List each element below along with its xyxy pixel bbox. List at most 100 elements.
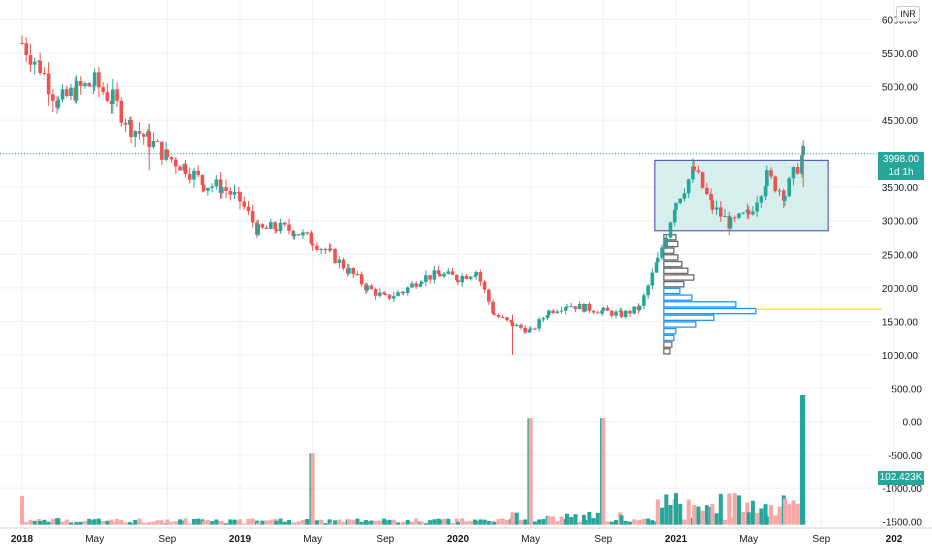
candle-body [341,259,346,269]
volume-profile-row [663,240,679,248]
candle-body [97,72,101,88]
candle-body [292,234,297,237]
candle-body [201,185,206,191]
volume-bar [432,519,437,525]
volume-bar [219,521,224,525]
candle-body [691,166,695,180]
candle-body [509,320,514,323]
volume-bar [764,516,769,525]
candle-body [228,190,233,195]
candle-body [347,267,351,274]
currency-label[interactable]: INR [896,6,920,22]
volume-bar [783,498,787,525]
volume-bar [250,518,255,525]
candle-body [474,271,478,276]
candle-body [650,272,655,286]
volume-bar [787,504,792,525]
candle-body [169,157,174,160]
candle-body [410,283,414,288]
candle-body [468,276,473,279]
candle-body [232,192,237,195]
candle-body [315,245,319,250]
candle-body [623,310,628,318]
price-axis-tick: 5500.00 [882,49,919,60]
candle-body [378,292,382,296]
candle-body [781,190,786,201]
candle-body [545,315,550,319]
volume-bar [20,496,24,525]
volume-bar [587,512,592,525]
candle-body [660,247,664,258]
candle-body [196,170,200,176]
volume-profile-row [663,280,685,288]
volume-bar [274,520,279,525]
candle-body [264,227,269,229]
candle-body [464,275,469,279]
candle-body [755,202,759,212]
volume-bar [450,522,455,525]
candle-body [296,234,301,236]
x-axis-tick: 202 [886,534,903,545]
volume-bar [159,520,164,525]
candle-body [119,100,124,123]
volume-bar [292,522,297,525]
volume-bar [351,519,356,525]
volume-axis-tick: -1500.00 [883,517,923,528]
candle-body [559,310,564,312]
candle-body [64,89,69,96]
candle-body [401,291,406,293]
candle-body [492,313,497,315]
volume-bar [692,504,697,525]
volume-bar [323,523,328,525]
volume-bar [664,494,669,525]
volume-profile-row [663,294,693,301]
candle-body [436,270,441,274]
volume-bar [609,521,614,525]
candle-body [192,170,196,180]
volume-bar [268,519,273,525]
x-axis-tick: 2018 [11,534,34,545]
volume-bar [577,521,582,525]
candle-body [187,174,192,180]
candle-body [609,310,614,316]
volume-bar [700,510,705,525]
volume-bar [282,521,287,525]
candle-body [800,155,804,174]
candle-body [656,257,660,263]
candle-body [74,80,79,101]
x-axis-tick: Sep [594,534,612,545]
volume-bar [69,522,74,525]
candle-body [577,303,582,310]
candle-body [428,275,432,280]
candle-body [668,222,673,238]
volume-bar [456,521,460,525]
price-axis-tick: 5000.00 [882,83,919,94]
volume-bar [232,519,237,525]
volume-bar [64,519,69,525]
volume-bar [178,519,183,525]
volume-bar [696,506,701,525]
candle-body [456,280,460,283]
candle-body [664,237,669,248]
volume-bar [333,520,338,525]
candle-body [274,229,279,232]
price-axis-tick: 1500.00 [882,317,919,328]
candle-body [337,259,342,263]
volume-bar [650,520,655,525]
volume-bar [478,519,483,525]
price-axis-tick: 2000.00 [882,284,919,295]
volume-bar [583,519,588,525]
candle-body [310,243,315,246]
candle-body [273,222,277,230]
volume-bar [595,512,600,525]
candle-body [533,328,537,330]
candle-body [333,249,337,263]
volume-bar [300,519,305,525]
volume-profile-row [663,301,737,308]
volume-bar [109,519,114,525]
candle-body [523,327,527,333]
candle-body [710,200,715,210]
volume-bar [377,520,382,525]
volume-bar [492,522,497,525]
